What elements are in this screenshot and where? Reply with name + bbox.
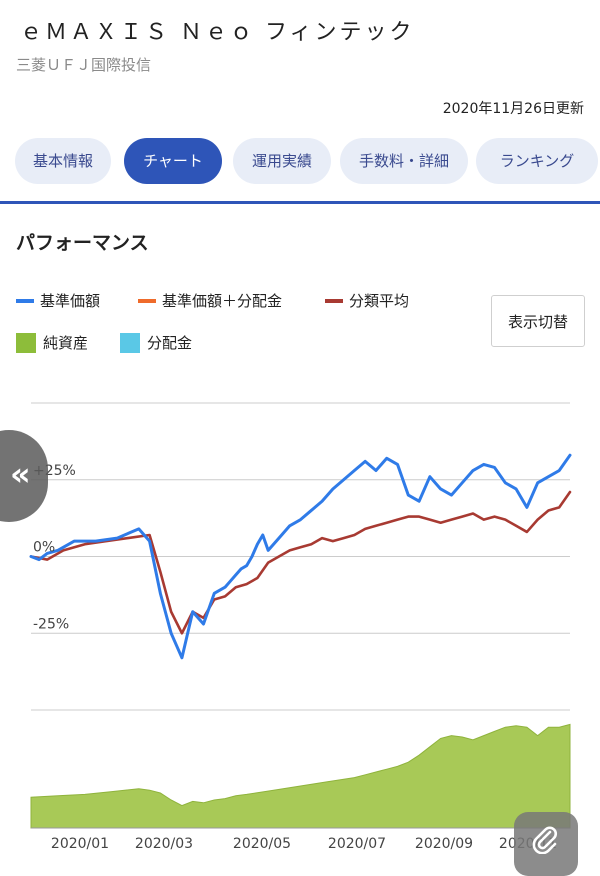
legend-label: 基準価額＋分配金 <box>162 292 283 310</box>
legend-swatch <box>325 298 343 303</box>
series-line <box>29 453 572 660</box>
y-tick-label: 0% <box>33 540 55 556</box>
legend-nav[interactable]: 基準価額 <box>16 290 100 311</box>
net-assets-area <box>30 723 571 829</box>
display-toggle-button[interactable]: 表示切替 <box>491 295 585 347</box>
tab-ranking[interactable]: ランキング <box>476 138 598 184</box>
legend-label: 純資産 <box>43 334 89 352</box>
x-tick-label: 2020/05 <box>233 836 291 852</box>
legend-swatch <box>16 332 36 353</box>
legend-label: 基準価額 <box>40 292 101 310</box>
x-tick-label: 2020/09 <box>415 836 473 852</box>
x-tick-label: 2020/01 <box>51 836 109 852</box>
tab-chart[interactable]: チャート <box>124 138 222 184</box>
performance-chart: +25%0%-25%2020/01 2020/03 2020/05 2020/07 20… <box>29 402 572 852</box>
tab-performance[interactable]: 運用実績 <box>233 138 331 184</box>
series-line <box>29 490 572 635</box>
section-title: パフォーマンス <box>16 232 149 254</box>
tab-fees-details[interactable]: 手数料・詳細 <box>340 138 468 184</box>
legend-swatch <box>138 298 156 303</box>
y-tick-label: -25% <box>33 616 69 632</box>
legend-net-assets[interactable]: 純資産 <box>16 332 88 353</box>
legend-category-average[interactable]: 分類平均 <box>325 290 409 311</box>
x-tick-label: 2020/03 <box>135 836 193 852</box>
paperclip-icon <box>532 826 557 854</box>
legend-swatch <box>120 332 140 353</box>
double-chevron-left-icon: « <box>10 455 31 493</box>
collapse-panel-button[interactable] <box>0 430 48 522</box>
legend-label: 分配金 <box>147 334 193 352</box>
tab-divider <box>0 201 600 204</box>
legend-label: 分類平均 <box>349 292 410 310</box>
fund-company: 三菱ＵＦＪ国際投信 <box>16 56 152 74</box>
updated-date: 2020年11月26日更新 <box>442 101 584 117</box>
legend-dividend[interactable]: 分配金 <box>120 332 192 353</box>
tab-basic-info[interactable]: 基本情報 <box>15 138 111 184</box>
fund-title: ｅＭＡＸＩＳ Ｎｅｏ フィンテック <box>20 20 415 45</box>
legend-nav-with-dividend[interactable]: 基準価額＋分配金 <box>138 290 282 311</box>
x-tick-label: 2020/07 <box>328 836 386 852</box>
legend-swatch <box>16 298 34 303</box>
